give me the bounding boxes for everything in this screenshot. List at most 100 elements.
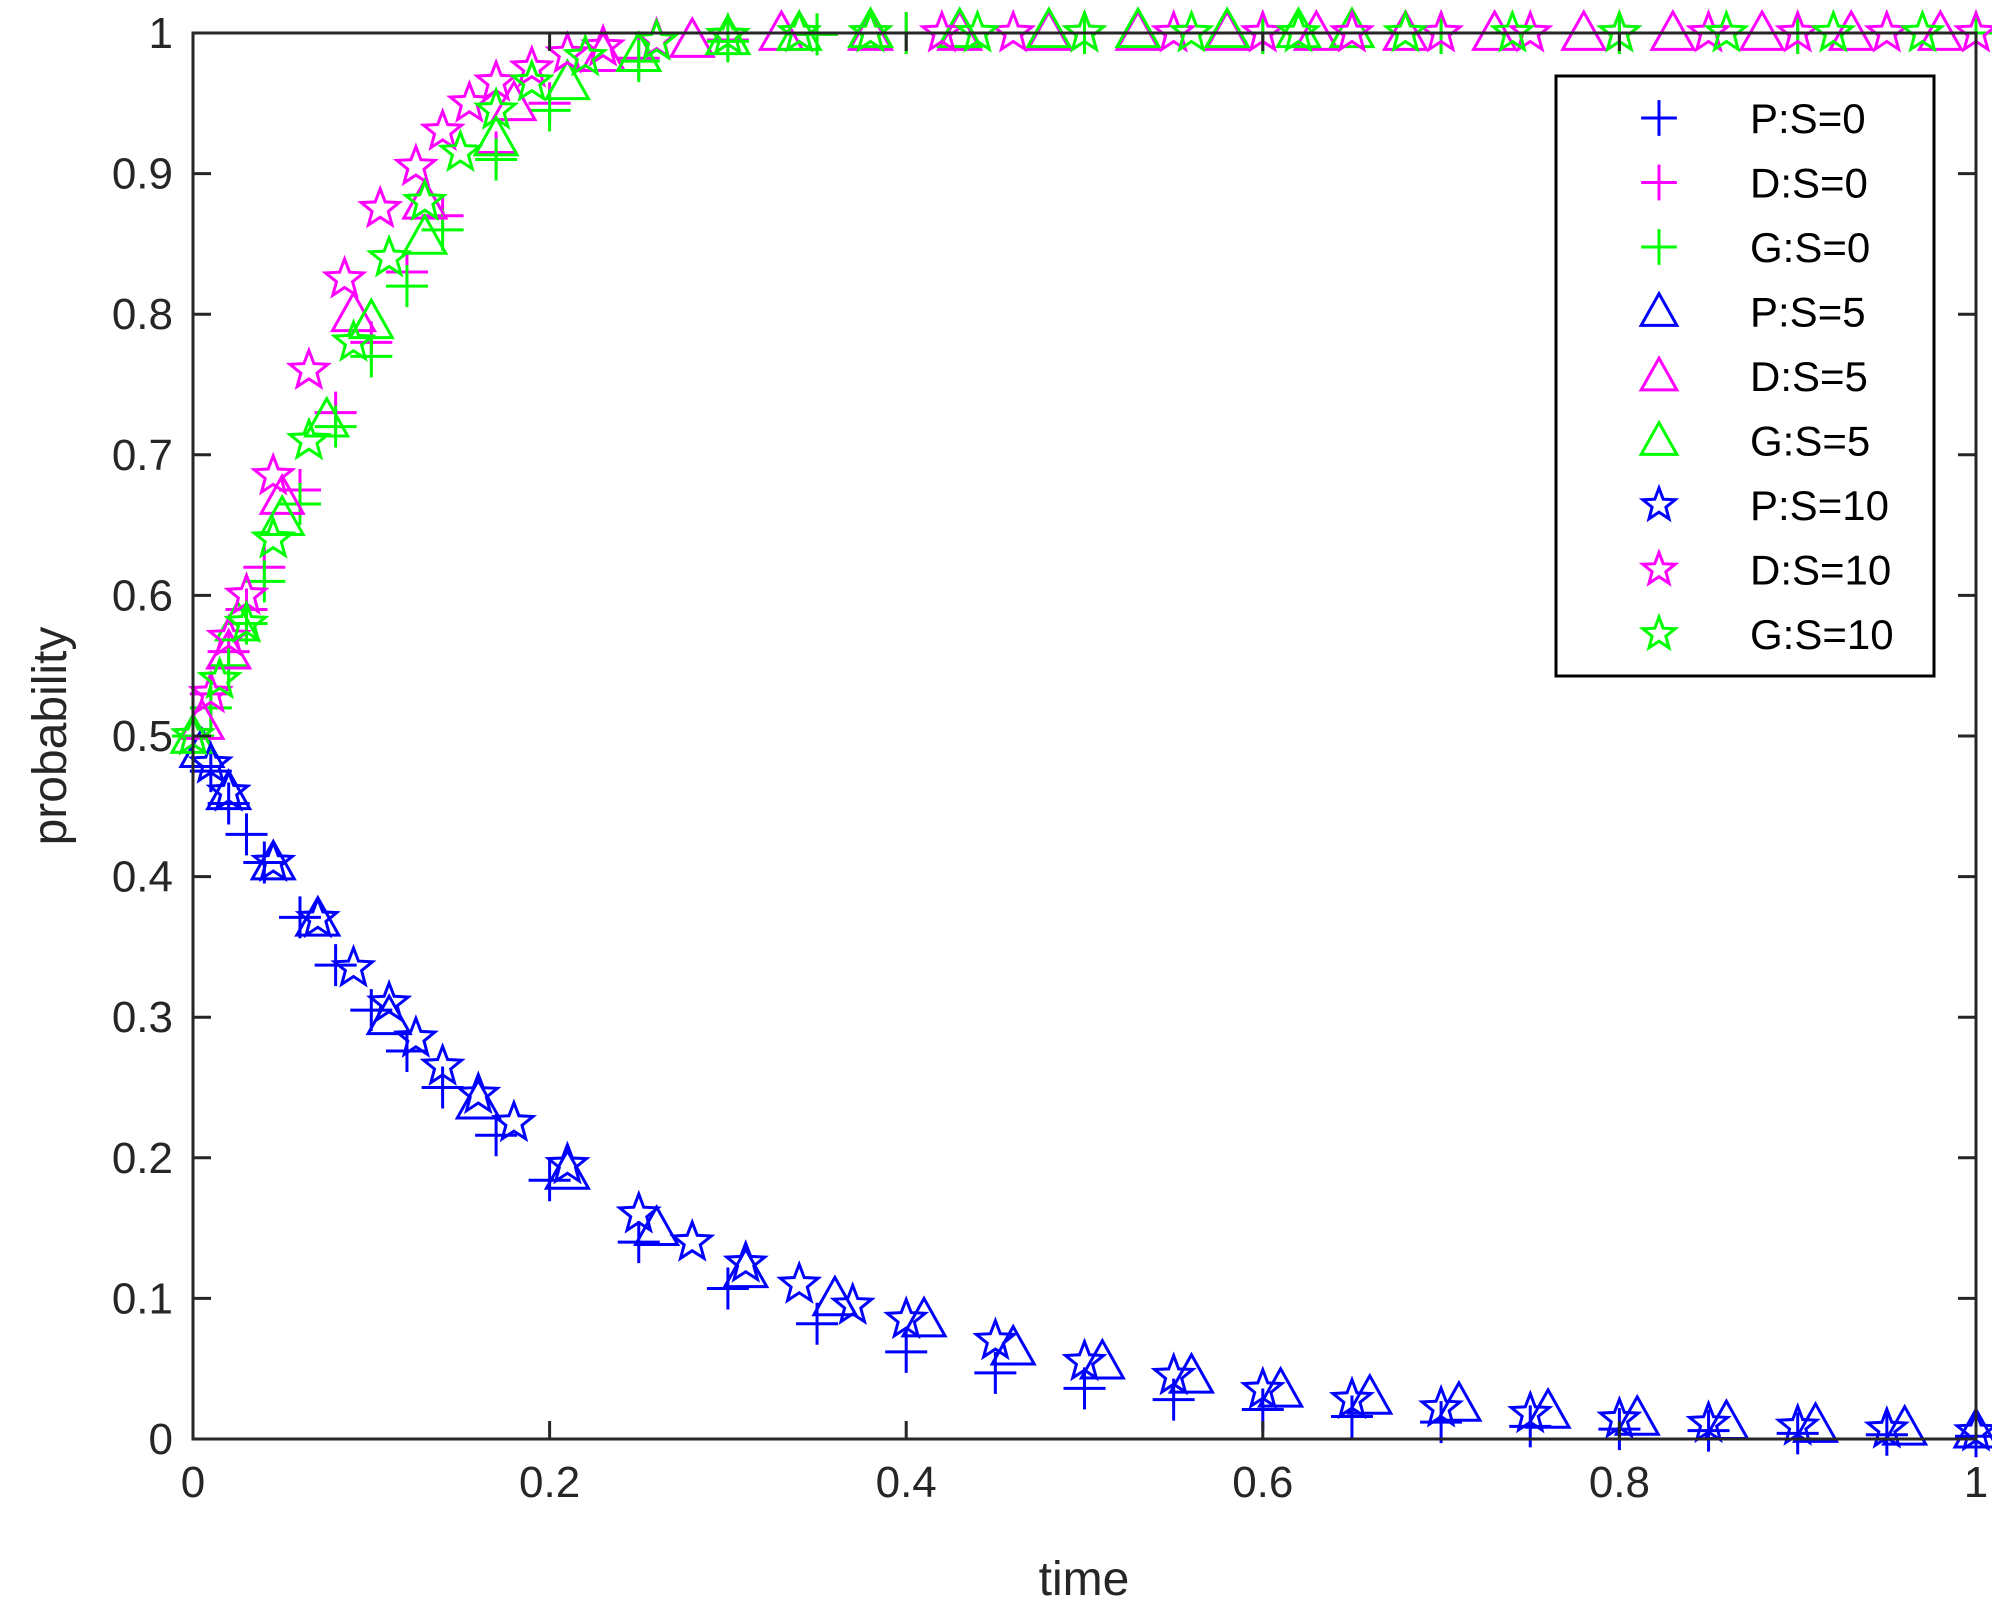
y-tick-label: 0.5 [112, 712, 173, 761]
data-point-star [776, 8, 823, 53]
legend-item: P:S=10 [1638, 482, 1889, 529]
data-point-star [250, 514, 297, 559]
y-tick-label: 0.1 [112, 1274, 173, 1323]
x-tick-label: 0 [181, 1458, 205, 1507]
data-point-star [223, 599, 270, 644]
data-point-plus [314, 944, 357, 987]
data-point-triangle [1524, 1386, 1572, 1429]
data-point-triangle [1167, 1351, 1216, 1394]
data-point-plus [207, 644, 250, 687]
data-point-triangle [1471, 8, 1519, 51]
data-point-star [392, 142, 439, 187]
data-point-star [285, 416, 332, 461]
data-point-triangle [1203, 6, 1251, 49]
data-point-triangle [1328, 6, 1376, 49]
axis-ticks [191, 31, 1978, 1441]
y-tick-label: 0.6 [112, 571, 173, 620]
legend-item: G:S=10 [1638, 611, 1894, 658]
legend-item: G:S=0 [1641, 224, 1870, 271]
data-point-triangle [472, 114, 520, 157]
data-point-triangle [1613, 1393, 1661, 1436]
legend-marker-star [1638, 483, 1680, 523]
data-point-triangle [543, 1147, 591, 1190]
x-tick-label: 1 [1964, 1458, 1988, 1507]
data-point-star [473, 86, 520, 130]
data-point-star [544, 1140, 591, 1185]
data-point-star [392, 1014, 439, 1058]
data-point-plus [1865, 1413, 1908, 1456]
data-point-star [1061, 1337, 1108, 1382]
legend-label: G:S=10 [1750, 611, 1894, 658]
legend-label: G:S=0 [1750, 224, 1870, 271]
data-point-star [1899, 8, 1946, 53]
legend-item: D:S=10 [1638, 547, 1891, 594]
data-point-star [1328, 1375, 1376, 1420]
data-point-star [704, 11, 751, 56]
data-point-star [1489, 8, 1536, 53]
data-point-star [1150, 8, 1197, 53]
data-point-plus [1420, 1401, 1463, 1444]
data-point-triangle [1952, 1406, 1992, 1449]
data-point-triangle [1274, 6, 1323, 49]
data-point-triangle [900, 1295, 948, 1338]
data-point-plus [706, 1267, 749, 1310]
legend-marker-triangle [1638, 355, 1680, 392]
data-point-star [321, 254, 368, 299]
y-tick-label: 0.9 [112, 150, 173, 199]
data-point-star [455, 1070, 502, 1115]
data-point-star [1774, 1402, 1821, 1446]
data-point-triangle [543, 58, 591, 101]
data-point-star [285, 346, 332, 391]
data-point-star [205, 767, 252, 812]
x-axis-label: time [1039, 1553, 1130, 1606]
data-point-plus [617, 40, 660, 83]
legend-item: G:S=5 [1638, 418, 1870, 465]
data-point-triangle [1738, 8, 1786, 51]
data-point-plus [225, 813, 268, 856]
data-point-triangle [1346, 1372, 1394, 1415]
data-point-star [1168, 8, 1215, 53]
legend-marker-plus [1641, 229, 1677, 265]
data-point-star [829, 1281, 876, 1326]
data-point-star [401, 177, 448, 222]
data-point-star [366, 978, 413, 1023]
data-point-star [250, 451, 297, 496]
series-g-s-10 [169, 8, 1946, 756]
legend-label: D:S=10 [1750, 547, 1891, 594]
data-point-triangle [1560, 8, 1608, 51]
data-point-star [294, 894, 341, 939]
data-point-plus [1330, 1395, 1373, 1438]
data-point-triangle [294, 894, 342, 937]
data-point-star [954, 8, 1001, 53]
data-point-triangle [258, 494, 306, 536]
data-point-plus [421, 208, 464, 251]
data-point-star [776, 1260, 823, 1304]
legend-marker-triangle [1638, 290, 1680, 327]
data-point-star [1061, 8, 1108, 53]
data-point-plus [385, 265, 428, 308]
x-tick-label: 0.2 [519, 1458, 580, 1507]
data-point-triangle [1078, 1337, 1126, 1380]
data-point-triangle [1791, 1400, 1840, 1443]
legend-item: P:S=5 [1638, 289, 1866, 336]
legend-item: P:S=0 [1641, 95, 1866, 142]
data-point-triangle [811, 1274, 859, 1317]
data-point-star [1418, 1383, 1465, 1428]
legend-box [1554, 74, 1936, 678]
data-point-star [562, 32, 609, 77]
y-tick-label: 0.2 [112, 1134, 173, 1183]
data-point-plus [207, 782, 250, 825]
data-point-star [187, 669, 234, 714]
data-point-star [883, 1295, 930, 1340]
data-point-star [972, 1316, 1019, 1361]
data-point-star [419, 1042, 466, 1087]
data-point-triangle [1881, 1403, 1929, 1446]
data-point-star [205, 613, 252, 658]
data-point-star [250, 838, 297, 883]
data-point-star [1275, 8, 1322, 53]
legend: P:S=0 D:S=0 G:S=0 P:S=5 D:S=5 G:S=5 P:S=10 D:S=… [1554, 74, 1936, 678]
data-point-star [357, 184, 404, 229]
series-p-s-10 [187, 739, 1992, 1452]
data-point-triangle [249, 838, 297, 881]
